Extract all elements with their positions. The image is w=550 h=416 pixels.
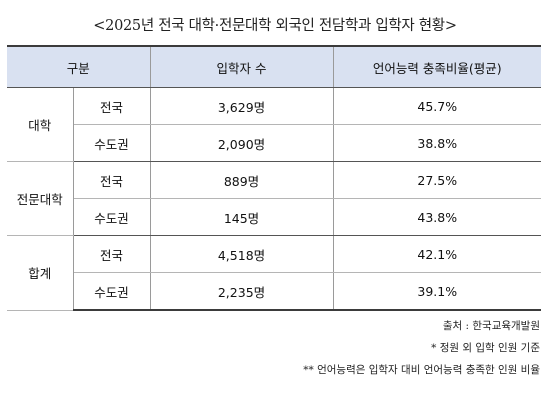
group-label-college: 전문대학 [7, 161, 74, 236]
table-row: 수도권 2,090명 38.8% [7, 124, 542, 162]
ratio-cell: 45.7% [332, 87, 542, 125]
table-row: 대학 전국 3,629명 45.7% [7, 87, 542, 162]
group-label-total: 합계 [7, 235, 74, 311]
region-cell: 수도권 [73, 198, 151, 236]
page-title: <2025년 전국 대학·전문대학 외국인 전담학과 입학자 현황> [93, 18, 457, 34]
header-admitted: 입학자 수 [149, 45, 334, 88]
footnotes: 출처 : 한국교육개발원 * 정원 외 입학 인원 기준 ** 언어능력은 입학… [303, 315, 540, 381]
region-cell: 전국 [72, 235, 151, 273]
admitted-cell: 4,518명 [149, 235, 334, 273]
table-row: 합계 전국 4,518명 42.1% [7, 235, 542, 311]
source-note: 출처 : 한국교육개발원 [442, 320, 540, 332]
footnote-quota: * 정원 외 입학 인원 기준 [431, 342, 540, 354]
admitted-cell: 145명 [149, 198, 334, 236]
region-cell: 전국 [72, 87, 151, 125]
table-row: 수도권 145명 43.8% [7, 198, 542, 236]
table-header-row: 구분 입학자 수 언어능력 충족비율(평균) [7, 45, 542, 88]
region-cell: 수도권 [73, 272, 151, 311]
admitted-cell: 889명 [149, 161, 334, 199]
table-row: 수도권 2,235명 39.1% [7, 272, 542, 311]
admitted-cell: 3,629명 [149, 87, 334, 125]
ratio-cell: 42.1% [332, 235, 542, 273]
ratio-cell: 38.8% [332, 124, 542, 162]
group-label-university: 대학 [7, 87, 74, 162]
ratio-cell: 43.8% [332, 198, 542, 236]
admitted-cell: 2,090명 [149, 124, 334, 162]
region-cell: 수도권 [73, 124, 151, 162]
header-language-ratio: 언어능력 충족비율(평균) [332, 45, 542, 88]
ratio-cell: 27.5% [332, 161, 542, 199]
region-cell: 전국 [72, 161, 151, 199]
footnote-language: ** 언어능력은 입학자 대비 언어능력 충족한 인원 비율 [303, 364, 540, 376]
table-row: 전문대학 전국 889명 27.5% [7, 161, 542, 236]
admission-stats-table: 구분 입학자 수 언어능력 충족비율(평균) 대학 전국 3,629명 45.7… [7, 45, 542, 311]
header-category: 구분 [7, 45, 151, 88]
ratio-cell: 39.1% [332, 272, 542, 311]
admitted-cell: 2,235명 [149, 272, 334, 311]
